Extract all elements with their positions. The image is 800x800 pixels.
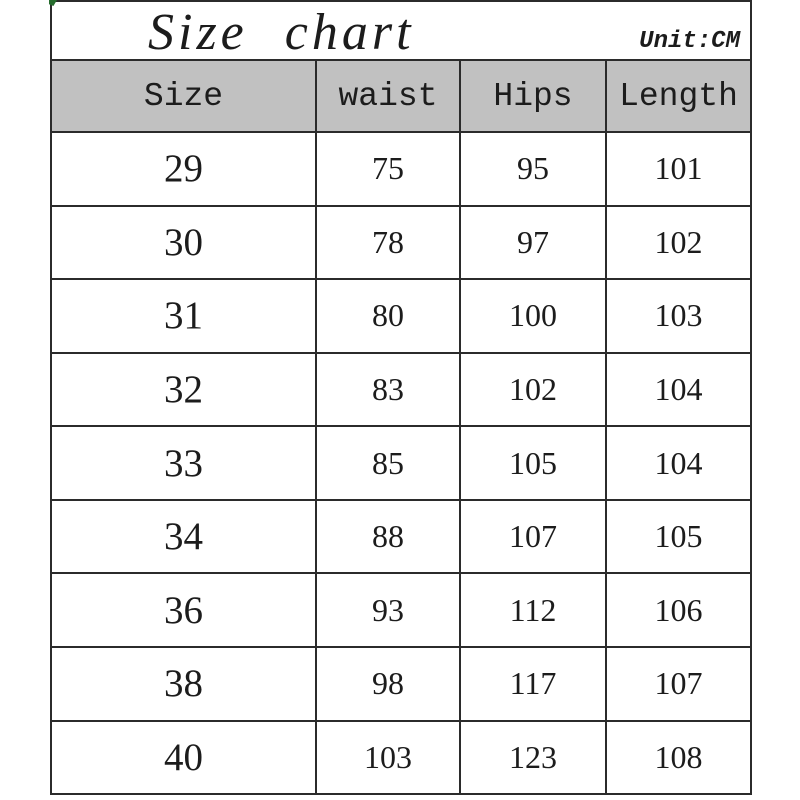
length-value-cell: 102: [654, 223, 703, 260]
length-value-cell: 106: [654, 591, 703, 628]
chart-title: Size chart: [148, 4, 415, 61]
table-body: 29 75 95 101 30 78 97 102 31 80 100 103 32 83 102 104 33…: [52, 133, 750, 794]
hips-value-cell: 100: [461, 280, 607, 352]
waist-value-cell: 80: [317, 280, 461, 352]
size-cell: 34: [52, 500, 317, 573]
size-cell: 31: [52, 280, 317, 352]
waist-value-cell: 98: [317, 647, 461, 720]
waist-value-cell: 75: [317, 133, 461, 205]
table-row: 31 80 100 103: [52, 280, 750, 354]
hips-value-cell: 107: [461, 500, 607, 573]
waist-value-cell: 85: [317, 427, 461, 499]
size-cell: 36: [52, 574, 317, 646]
size-cell: 32: [52, 353, 317, 426]
table-row: 38 98 117 107: [52, 647, 750, 722]
table-row: 33 85 105 104: [52, 427, 750, 501]
size-cell: 40: [52, 721, 317, 794]
table-row: 34 88 107 105: [52, 500, 750, 575]
unit-label: Unit:CM: [639, 28, 740, 55]
green-corner-artifact: [49, 0, 57, 6]
length-value-cell: 107: [654, 665, 703, 702]
waist-value-cell: 88: [317, 500, 461, 573]
header-cell-waist: waist: [317, 61, 461, 131]
length-value-cell: 104: [654, 444, 703, 481]
hips-value-cell: 105: [461, 427, 607, 499]
header-cell-length: Length: [619, 77, 738, 115]
size-cell: 29: [52, 133, 317, 205]
hips-value-cell: 102: [461, 353, 607, 426]
length-value-cell: 101: [654, 150, 703, 187]
hips-value-cell: 97: [461, 206, 607, 279]
hips-value-cell: 112: [461, 574, 607, 646]
waist-value-cell: 103: [317, 721, 461, 794]
size-cell: 30: [52, 206, 317, 279]
table-row: 30 78 97 102: [52, 206, 750, 281]
table-row: 32 83 102 104: [52, 353, 750, 428]
waist-value-cell: 83: [317, 353, 461, 426]
length-value-cell: 105: [654, 518, 703, 555]
hips-value-cell: 123: [461, 721, 607, 794]
size-chart-table: Size chart Unit:CM Size waist Hips Length 2…: [50, 0, 752, 795]
size-cell: 33: [52, 427, 317, 499]
hips-value-cell: 95: [461, 133, 607, 205]
length-value-cell: 103: [654, 297, 703, 334]
table-header-row: Size waist Hips Length: [52, 61, 750, 133]
header-cell-hips: Hips: [461, 61, 607, 131]
size-cell: 38: [52, 647, 317, 720]
header-cell-size: Size: [52, 61, 317, 131]
length-value-cell: 104: [654, 370, 703, 407]
length-value-cell: 108: [654, 738, 703, 775]
title-row: Size chart Unit:CM: [52, 2, 750, 61]
table-row: 40 103 123 108: [52, 721, 750, 794]
waist-value-cell: 93: [317, 574, 461, 646]
table-row: 29 75 95 101: [52, 133, 750, 207]
waist-value-cell: 78: [317, 206, 461, 279]
hips-value-cell: 117: [461, 647, 607, 720]
table-row: 36 93 112 106: [52, 574, 750, 648]
